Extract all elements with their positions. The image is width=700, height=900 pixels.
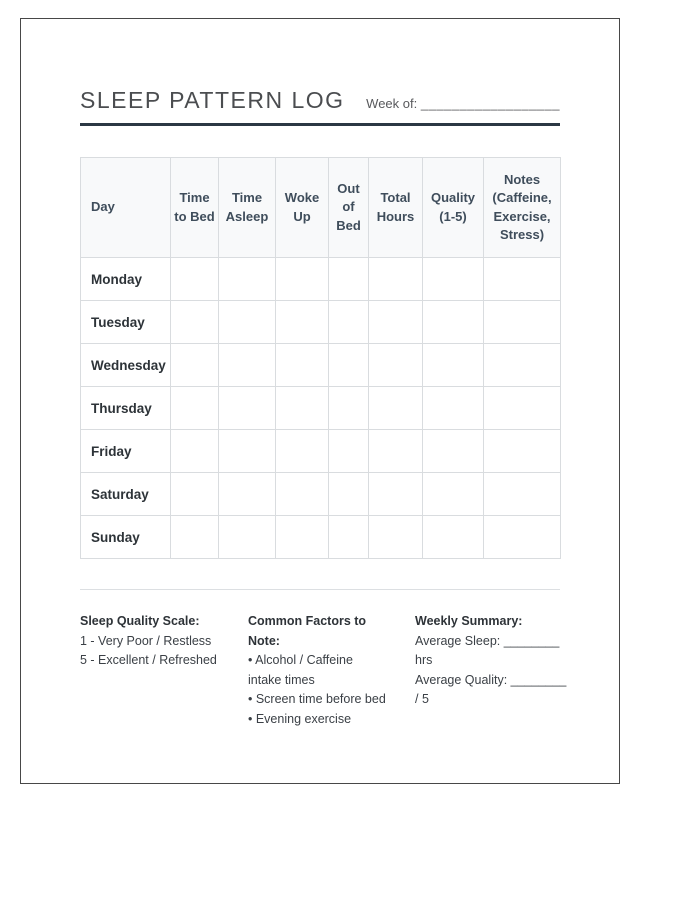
entry-cell xyxy=(275,429,329,473)
entry-cell xyxy=(368,515,423,559)
common-factors-heading: Note: xyxy=(248,633,280,648)
entry-cell xyxy=(170,257,219,301)
table-row-saturday: Saturday xyxy=(80,472,561,516)
weekly-summary-item: hrs xyxy=(415,653,433,667)
table-header-row: Day Time to Bed Time Asleep Woke Up Out … xyxy=(80,157,561,258)
column-header-day: Day xyxy=(80,157,171,258)
entry-cell xyxy=(422,515,484,559)
entry-cell xyxy=(170,472,219,516)
entry-cell xyxy=(275,343,329,387)
column-header-total-hours: Total Hours xyxy=(368,157,423,258)
entry-cell xyxy=(483,386,561,430)
entry-cell xyxy=(422,257,484,301)
entry-cell xyxy=(170,515,219,559)
weekly-summary-heading: Weekly Summary: xyxy=(415,614,523,628)
table-row-thursday: Thursday xyxy=(80,386,561,430)
day-label: Saturday xyxy=(80,472,171,516)
entry-cell xyxy=(328,386,369,430)
common-factor-item: • Evening exercise xyxy=(248,711,352,726)
day-label: Wednesday xyxy=(80,343,171,387)
table-row-monday: Monday xyxy=(80,257,561,301)
entry-cell xyxy=(218,429,276,473)
document-page: SLEEP PATTERN LOG Week of: _____________… xyxy=(20,18,620,784)
entry-cell xyxy=(170,429,219,473)
entry-cell xyxy=(218,343,276,387)
column-header-quality: Quality (1-5) xyxy=(422,157,484,258)
column-header-woke-up: Woke Up xyxy=(275,157,329,258)
entry-cell xyxy=(328,515,369,559)
entry-cell xyxy=(218,472,276,516)
entry-cell xyxy=(368,257,423,301)
day-label: Tuesday xyxy=(80,300,171,344)
entry-cell xyxy=(483,429,561,473)
entry-cell xyxy=(328,343,369,387)
entry-cell xyxy=(218,300,276,344)
table-row-wednesday: Wednesday xyxy=(80,343,561,387)
table-row-sunday: Sunday xyxy=(80,515,561,559)
day-label: Sunday xyxy=(80,515,171,559)
weekly-summary-section: Weekly Summary: Average Sleep: ________ … xyxy=(415,612,567,729)
table-row-friday: Friday xyxy=(80,429,561,473)
weekly-summary-item: Average Sleep: ________ xyxy=(415,633,560,648)
entry-cell xyxy=(218,386,276,430)
entry-cell xyxy=(218,515,276,559)
title-divider-rule xyxy=(80,123,560,126)
entry-cell xyxy=(275,472,329,516)
entry-cell xyxy=(275,515,329,559)
entry-cell xyxy=(368,343,423,387)
entry-cell xyxy=(422,429,484,473)
entry-cell xyxy=(422,300,484,344)
table-row-tuesday: Tuesday xyxy=(80,300,561,344)
entry-cell xyxy=(483,472,561,516)
entry-cell xyxy=(275,257,329,301)
entry-cell xyxy=(422,343,484,387)
quality-scale-item: 1 - Very Poor / Restless xyxy=(80,633,212,648)
entry-cell xyxy=(328,257,369,301)
common-factor-item: • Alcohol / Caffeine xyxy=(248,653,353,667)
weekly-summary-item: / 5 xyxy=(415,692,429,706)
column-header-time-asleep: Time Asleep xyxy=(218,157,276,258)
entry-cell xyxy=(422,386,484,430)
day-label: Thursday xyxy=(80,386,171,430)
footer-section: Sleep Quality Scale: 1 - Very Poor / Res… xyxy=(80,612,567,729)
quality-scale-item: 5 - Excellent / Refreshed xyxy=(80,653,217,667)
week-of-label: Week of: xyxy=(366,96,418,111)
common-factor-item: intake times xyxy=(248,672,315,687)
entry-cell xyxy=(170,386,219,430)
week-of-field: Week of: __________________ xyxy=(366,96,560,112)
common-factors-heading: Common Factors to xyxy=(248,614,367,628)
entry-cell xyxy=(368,472,423,516)
entry-cell xyxy=(275,386,329,430)
entry-cell xyxy=(218,257,276,301)
entry-cell xyxy=(328,472,369,516)
weekly-summary-item: Average Quality: ________ xyxy=(415,672,567,687)
entry-cell xyxy=(422,472,484,516)
day-label: Monday xyxy=(80,257,171,301)
entry-cell xyxy=(275,300,329,344)
entry-cell xyxy=(368,300,423,344)
footer-divider xyxy=(80,589,560,590)
sleep-quality-scale-section: Sleep Quality Scale: 1 - Very Poor / Res… xyxy=(80,612,248,729)
sleep-log-table: Day Time to Bed Time Asleep Woke Up Out … xyxy=(80,157,561,559)
entry-cell xyxy=(483,257,561,301)
quality-scale-heading: Sleep Quality Scale: xyxy=(80,614,200,628)
common-factors-section: Common Factors to Note: • Alcohol / Caff… xyxy=(248,612,415,729)
entry-cell xyxy=(483,300,561,344)
day-label: Friday xyxy=(80,429,171,473)
title-row: SLEEP PATTERN LOG Week of: _____________… xyxy=(80,89,560,112)
entry-cell xyxy=(170,300,219,344)
page-title: SLEEP PATTERN LOG xyxy=(80,87,345,113)
entry-cell xyxy=(328,300,369,344)
column-header-notes: Notes (Caffeine, Exercise, Stress) xyxy=(483,157,561,258)
entry-cell xyxy=(368,429,423,473)
entry-cell xyxy=(368,386,423,430)
entry-cell xyxy=(170,343,219,387)
week-of-blank-line: __________________ xyxy=(420,96,560,111)
entry-cell xyxy=(328,429,369,473)
entry-cell xyxy=(483,343,561,387)
column-header-out-of-bed: Out of Bed xyxy=(328,157,369,258)
common-factor-item: • Screen time before bed xyxy=(248,692,386,706)
column-header-time-to-bed: Time to Bed xyxy=(170,157,219,258)
entry-cell xyxy=(483,515,561,559)
